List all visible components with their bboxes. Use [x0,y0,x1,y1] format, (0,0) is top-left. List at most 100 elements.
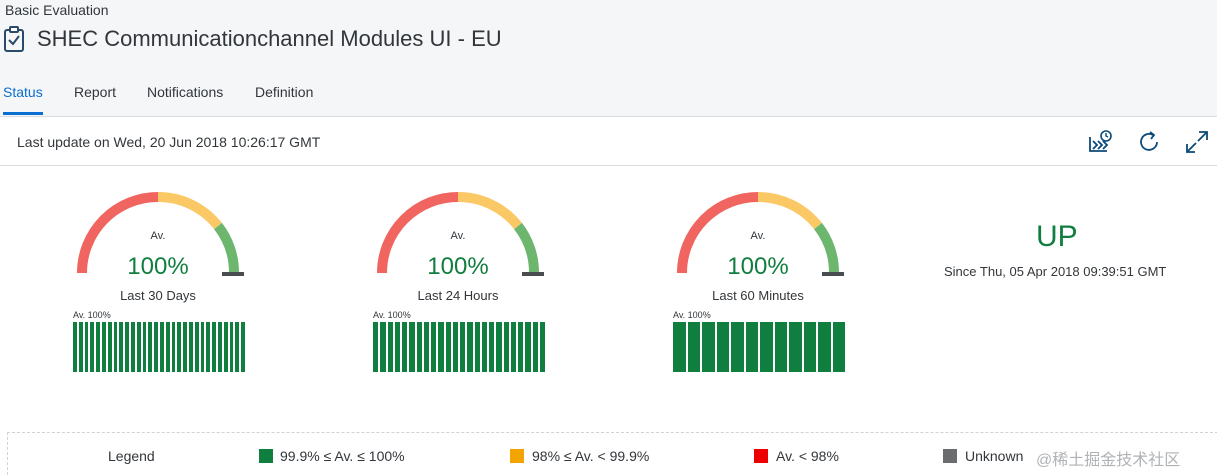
availability-bar[interactable] [212,322,216,372]
refresh-icon[interactable] [1136,129,1162,155]
availability-bar[interactable] [154,322,158,372]
tab-notifications[interactable]: Notifications [147,84,224,100]
availability-bar[interactable] [177,322,182,372]
availability-bar[interactable] [136,322,141,372]
availability-bar[interactable] [218,322,222,372]
availability-bar[interactable] [789,322,802,372]
availability-bar[interactable] [510,322,517,372]
availability-bar[interactable] [702,322,715,372]
availability-bar[interactable] [467,322,473,372]
availability-bar[interactable] [803,322,816,372]
tab-report[interactable]: Report [74,84,117,100]
availability-bar[interactable] [165,322,170,372]
availability-bar[interactable] [745,322,758,372]
availability-bar[interactable] [832,322,845,372]
gauge-value: 100% [127,253,189,280]
availability-bar[interactable] [189,322,193,372]
gauge-period: Last 30 Days [120,288,196,303]
availability-bar[interactable] [241,322,245,372]
availability-bar[interactable] [716,322,729,372]
availability-bar[interactable] [402,322,408,372]
availability-bar[interactable] [460,322,466,372]
page-title: SHEC Communicationchannel Modules UI - E… [37,26,502,51]
availability-bar[interactable] [373,322,379,372]
availability-bar[interactable] [474,322,480,372]
availability-bar[interactable] [113,322,118,372]
status-toolbar: Last update on Wed, 20 Jun 2018 10:26:17… [0,117,1217,166]
legend-swatch-green [259,449,273,463]
availability-bar[interactable] [183,322,187,372]
gauge-arc [77,191,244,276]
gauge-arc [677,191,844,276]
availability-bar[interactable] [481,322,488,372]
availability-bar[interactable] [731,322,744,372]
availability-bar[interactable] [148,322,153,372]
availability-bars-24-hours: Av. 100% [373,310,549,372]
availability-bar[interactable] [496,322,502,372]
bars-label: Av. 100% [373,310,411,320]
breadcrumb[interactable]: Basic Evaluation [5,2,109,18]
availability-bar[interactable] [503,322,509,372]
tab-definition[interactable]: Definition [255,84,314,100]
availability-bar[interactable] [387,322,393,372]
availability-bar[interactable] [518,322,524,372]
availability-bar[interactable] [532,322,538,372]
fullscreen-icon[interactable] [1184,129,1210,155]
legend-item-yellow: 98% ≤ Av. < 99.9% [532,448,650,464]
legend-swatch-red [754,449,768,463]
gauge-arc [377,191,544,276]
availability-bar[interactable] [125,322,129,372]
clipboard-check-icon [4,26,24,52]
availability-bar[interactable] [423,322,430,372]
availability-bar[interactable] [525,322,531,372]
availability-bar[interactable] [452,322,459,372]
availability-bar[interactable] [394,322,401,372]
page-header: Basic Evaluation SHEC Communicationchann… [0,0,1217,117]
gauge-value: 100% [427,253,489,280]
availability-bar[interactable] [235,322,240,372]
gauge-av-label: Av. [450,230,466,242]
availability-bar[interactable] [774,322,787,372]
availability-bar[interactable] [107,322,112,372]
availability-bar[interactable] [119,322,124,372]
availability-bar[interactable] [431,322,437,372]
availability-bar[interactable] [539,322,546,372]
availability-bar[interactable] [206,322,211,372]
tab-status[interactable]: Status [3,82,43,115]
bars-label: Av. 100% [73,310,111,320]
availability-bar[interactable] [84,322,89,372]
availability-bar[interactable] [142,322,147,372]
availability-bar[interactable] [438,322,444,372]
gauge-period: Last 60 Minutes [712,288,804,303]
availability-bar[interactable] [687,322,700,372]
availability-bar[interactable] [160,322,164,372]
availability-bar[interactable] [102,322,106,372]
availability-bar[interactable] [90,322,95,372]
availability-bar[interactable] [78,322,83,372]
gauge-av-label: Av. [750,230,766,242]
availability-bar[interactable] [818,322,831,372]
availability-bar[interactable] [673,322,686,372]
availability-bar[interactable] [171,322,176,372]
availability-bar[interactable] [229,322,234,372]
availability-bar[interactable] [131,322,135,372]
legend-swatch-grey [943,449,957,463]
availability-bar[interactable] [194,322,199,372]
history-icon[interactable] [1087,129,1113,155]
availability-bar[interactable] [409,322,415,372]
availability-bar[interactable] [200,322,205,372]
availability-bar[interactable] [96,322,100,372]
availability-bar[interactable] [416,322,422,372]
availability-bar[interactable] [445,322,451,372]
status-since: Since Thu, 05 Apr 2018 09:39:51 GMT [944,264,1167,279]
legend-swatch-yellow [510,449,524,463]
gauge-period: Last 24 Hours [417,288,499,303]
availability-bar[interactable] [489,322,495,372]
legend-title: Legend [108,448,155,464]
availability-bar[interactable] [223,322,228,372]
availability-bar[interactable] [380,322,386,372]
gauge-av-label: Av. [150,230,166,242]
availability-bar[interactable] [760,322,773,372]
availability-bar[interactable] [73,322,77,372]
legend-item-green: 99.9% ≤ Av. ≤ 100% [280,448,405,464]
